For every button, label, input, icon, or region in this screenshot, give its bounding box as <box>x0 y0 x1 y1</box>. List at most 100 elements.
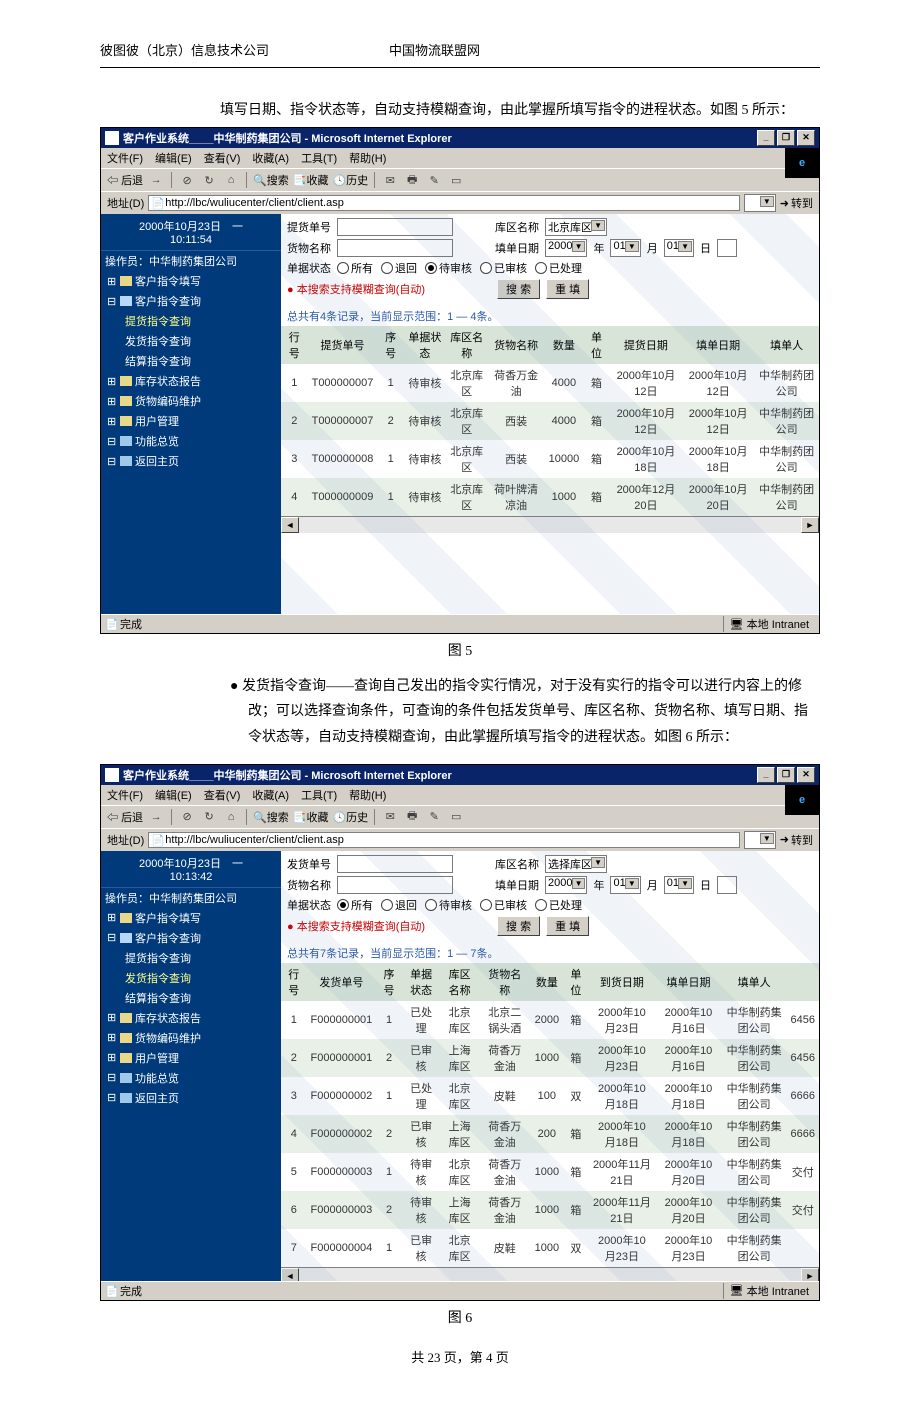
radio-所有[interactable]: 所有 <box>337 260 373 276</box>
table-row[interactable]: 5F0000000031待审核北京库区荷香万金油1000箱2000年11月21日… <box>281 1153 819 1191</box>
favorites-button[interactable]: 📑收藏 <box>293 172 329 188</box>
extra-input[interactable] <box>717 239 737 257</box>
table-row[interactable]: 3F0000000021已处理北京库区皮鞋100双2000年10月18日2000… <box>281 1077 819 1115</box>
mail-button[interactable]: ✉ <box>381 808 399 826</box>
menu-item[interactable]: 编辑(E) <box>155 150 192 166</box>
year-select[interactable]: 2000 <box>545 239 587 257</box>
forward-button[interactable]: → <box>147 808 165 826</box>
table-row[interactable]: 2F0000000012已审核上海库区荷香万金油1000箱2000年10月23日… <box>281 1039 819 1077</box>
radio-待审核[interactable]: 待审核 <box>425 260 472 276</box>
month-select[interactable]: 01 <box>610 239 640 257</box>
sidebar-item-pickup-query[interactable]: 提货指令查询 <box>101 948 281 968</box>
maximize-button[interactable]: ❐ <box>777 767 795 783</box>
reset-button[interactable]: 重 填 <box>546 279 589 299</box>
search-button[interactable]: 🔍搜索 <box>253 172 289 188</box>
sidebar-item-ship-query[interactable]: 发货指令查询 <box>101 331 281 351</box>
sidebar-item-query[interactable]: ⊟客户指令查询 <box>101 928 281 948</box>
sidebar-item-settle-query[interactable]: 结算指令查询 <box>101 988 281 1008</box>
menu-item[interactable]: 查看(V) <box>204 787 241 803</box>
address-input[interactable]: 📄http://lbc/wuliucenter/client/client.as… <box>148 195 740 211</box>
table-row[interactable]: 3T0000000081待审核北京库区西装10000箱2000年10月18日20… <box>281 440 819 478</box>
refresh-button[interactable]: ↻ <box>200 171 218 189</box>
warehouse-select[interactable]: 北京库区 <box>545 218 607 236</box>
address-dropdown[interactable] <box>744 831 776 849</box>
maximize-button[interactable]: ❐ <box>777 130 795 146</box>
home-button[interactable]: ⌂ <box>222 171 240 189</box>
sidebar-item-ship-query[interactable]: 发货指令查询 <box>101 968 281 988</box>
sidebar-item-fill[interactable]: ⊞客户指令填写 <box>101 271 281 291</box>
search-button[interactable]: 🔍搜索 <box>253 809 289 825</box>
reset-button[interactable]: 重 填 <box>546 916 589 936</box>
sidebar-item-overview[interactable]: ⊟功能总览 <box>101 431 281 451</box>
radio-退回[interactable]: 退回 <box>381 897 417 913</box>
menu-item[interactable]: 帮助(H) <box>349 787 386 803</box>
stop-button[interactable]: ⊘ <box>178 171 196 189</box>
extra-input[interactable] <box>717 876 737 894</box>
order-input[interactable] <box>337 218 453 236</box>
edit-button[interactable]: ✎ <box>425 171 443 189</box>
radio-已处理[interactable]: 已处理 <box>535 897 582 913</box>
minimize-button[interactable]: _ <box>757 130 775 146</box>
back-button[interactable]: ⇦ 后退 <box>107 809 143 825</box>
menu-item[interactable]: 帮助(H) <box>349 150 386 166</box>
menu-item[interactable]: 编辑(E) <box>155 787 192 803</box>
sidebar-item-fill[interactable]: ⊞客户指令填写 <box>101 908 281 928</box>
discuss-button[interactable]: ▭ <box>447 171 465 189</box>
mail-button[interactable]: ✉ <box>381 171 399 189</box>
sidebar-item-settle-query[interactable]: 结算指令查询 <box>101 351 281 371</box>
menu-item[interactable]: 工具(T) <box>301 787 337 803</box>
radio-已审核[interactable]: 已审核 <box>480 897 527 913</box>
sidebar-item-overview[interactable]: ⊟功能总览 <box>101 1068 281 1088</box>
menu-item[interactable]: 文件(F) <box>107 787 143 803</box>
go-button[interactable]: ➜转到 <box>780 195 813 211</box>
year-select[interactable]: 2000 <box>545 876 587 894</box>
day-select[interactable]: 01 <box>664 239 694 257</box>
month-select[interactable]: 01 <box>610 876 640 894</box>
sidebar-item-user[interactable]: ⊞用户管理 <box>101 1048 281 1068</box>
day-select[interactable]: 01 <box>664 876 694 894</box>
table-row[interactable]: 2T0000000072待审核北京库区西装4000箱2000年10月12日200… <box>281 402 819 440</box>
history-button[interactable]: 🕓历史 <box>332 809 368 825</box>
radio-已审核[interactable]: 已审核 <box>480 260 527 276</box>
menu-item[interactable]: 收藏(A) <box>252 787 289 803</box>
sidebar-item-stock[interactable]: ⊞库存状态报告 <box>101 1008 281 1028</box>
sidebar-item-pickup-query[interactable]: 提货指令查询 <box>101 311 281 331</box>
table-row[interactable]: 7F0000000041已审核北京库区皮鞋1000双2000年10月23日200… <box>281 1229 819 1267</box>
table-row[interactable]: 1T0000000071待审核北京库区荷香万金油4000箱2000年10月12日… <box>281 364 819 402</box>
table-row[interactable]: 4F0000000022已审核上海库区荷香万金油200箱2000年10月18日2… <box>281 1115 819 1153</box>
warehouse-select[interactable]: 选择库区 <box>545 855 607 873</box>
order-input[interactable] <box>337 855 453 873</box>
h-scrollbar[interactable]: ◄► <box>281 516 819 533</box>
radio-所有[interactable]: 所有 <box>337 897 373 913</box>
goods-input[interactable] <box>337 239 453 257</box>
print-button[interactable]: 🖶 <box>403 808 421 826</box>
radio-已处理[interactable]: 已处理 <box>535 260 582 276</box>
radio-待审核[interactable]: 待审核 <box>425 897 472 913</box>
minimize-button[interactable]: _ <box>757 767 775 783</box>
menu-item[interactable]: 文件(F) <box>107 150 143 166</box>
search-button[interactable]: 搜 索 <box>497 279 540 299</box>
sidebar-item-goods[interactable]: ⊞货物编码维护 <box>101 391 281 411</box>
h-scrollbar[interactable]: ◄► <box>281 1267 819 1281</box>
forward-button[interactable]: → <box>147 171 165 189</box>
menu-item[interactable]: 工具(T) <box>301 150 337 166</box>
menu-item[interactable]: 收藏(A) <box>252 150 289 166</box>
radio-退回[interactable]: 退回 <box>381 260 417 276</box>
table-row[interactable]: 1F0000000011已处理北京库区北京二锅头酒2000箱2000年10月23… <box>281 1001 819 1039</box>
go-button[interactable]: ➜转到 <box>780 832 813 848</box>
sidebar-item-query[interactable]: ⊟客户指令查询 <box>101 291 281 311</box>
home-button[interactable]: ⌂ <box>222 808 240 826</box>
stop-button[interactable]: ⊘ <box>178 808 196 826</box>
history-button[interactable]: 🕓历史 <box>332 172 368 188</box>
sidebar-item-user[interactable]: ⊞用户管理 <box>101 411 281 431</box>
address-input[interactable]: 📄http://lbc/wuliucenter/client/client.as… <box>148 832 740 848</box>
print-button[interactable]: 🖶 <box>403 171 421 189</box>
goods-input[interactable] <box>337 876 453 894</box>
close-button[interactable]: ✕ <box>797 767 815 783</box>
discuss-button[interactable]: ▭ <box>447 808 465 826</box>
sidebar-item-home[interactable]: ⊟返回主页 <box>101 1088 281 1108</box>
sidebar-item-home[interactable]: ⊟返回主页 <box>101 451 281 471</box>
edit-button[interactable]: ✎ <box>425 808 443 826</box>
search-button[interactable]: 搜 索 <box>497 916 540 936</box>
favorites-button[interactable]: 📑收藏 <box>293 809 329 825</box>
